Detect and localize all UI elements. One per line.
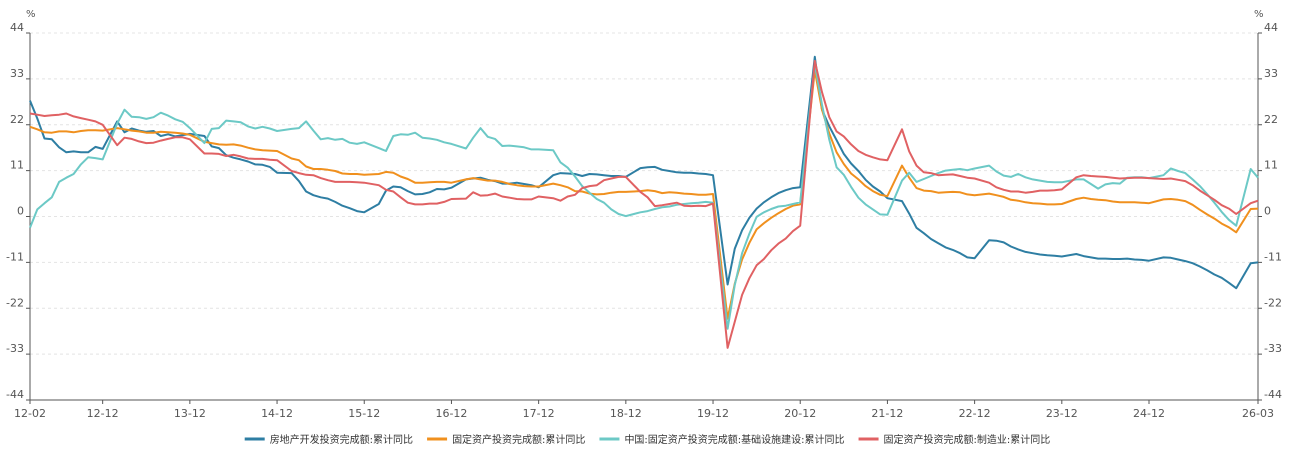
x-tick-label: 20-12: [784, 407, 816, 420]
y-tick-label-right: -44: [1264, 388, 1282, 401]
y-tick-label-right: 22: [1264, 113, 1278, 126]
x-tick-label: 16-12: [435, 407, 467, 420]
y-tick-label-right: -22: [1264, 296, 1282, 309]
x-tick-label: 26-03: [1242, 407, 1274, 420]
x-tick-label: 22-12: [959, 407, 991, 420]
x-tick-label: 18-12: [610, 407, 642, 420]
x-tick-label: 21-12: [871, 407, 903, 420]
x-tick-label: 15-12: [348, 407, 380, 420]
y-tick-label-left: 44: [10, 21, 24, 34]
y-tick-label-right: 44: [1264, 21, 1278, 34]
legend-label: 中国:固定资产投资完成额:基础设施建设:累计同比: [624, 433, 844, 446]
y-tick-label-left: -22: [6, 296, 24, 309]
legend-label: 房地产开发投资完成额:累计同比: [270, 433, 413, 446]
series-line-3: [30, 64, 1258, 329]
legend-item-3[interactable]: 中国:固定资产投资完成额:基础设施建设:累计同比: [599, 433, 844, 446]
legend-item-1[interactable]: 房地产开发投资完成额:累计同比: [245, 433, 413, 446]
x-tick-label: 23-12: [1046, 407, 1078, 420]
x-tick-label: 14-12: [261, 407, 293, 420]
x-tick-label: 19-12: [697, 407, 729, 420]
series-lines: [30, 57, 1258, 348]
y-tick-label-left: 22: [10, 113, 24, 126]
x-tick-labels: 12-02 12-12 13-12 14-12 15-12 16-12 17-12 18-12…: [14, 400, 1274, 420]
legend-item-4[interactable]: 固定资产投资完成额:制造业:累计同比: [859, 433, 1051, 446]
y-tick-label-left: -11: [6, 250, 24, 263]
y-tick-label-left: -33: [6, 342, 24, 355]
y-tick-label-left: -44: [6, 388, 24, 401]
legend[interactable]: 房地产开发投资完成额:累计同比 固定资产投资完成额:累计同比 中国:固定资产投资完成…: [245, 433, 1051, 446]
x-tick-label: 12-12: [87, 407, 119, 420]
x-tick-label: 17-12: [523, 407, 555, 420]
y-tick-label-right: -11: [1264, 250, 1282, 263]
legend-item-2[interactable]: 固定资产投资完成额:累计同比: [427, 433, 585, 446]
series-line-1: [30, 57, 1258, 288]
x-tick-label: 24-12: [1133, 407, 1165, 420]
x-tick-label: 13-12: [174, 407, 206, 420]
y-tick-label-left: 11: [10, 159, 24, 172]
y-tick-label-right: 0: [1264, 205, 1271, 218]
series-line-4: [30, 61, 1258, 348]
y-tick-label-right: 11: [1264, 159, 1278, 172]
right-unit-label: %: [1254, 9, 1264, 20]
x-tick-label: 12-02: [14, 407, 46, 420]
y-tick-label-left: 0: [17, 205, 24, 218]
legend-label: 固定资产投资完成额:累计同比: [452, 433, 585, 446]
y-tick-label-right: -33: [1264, 342, 1282, 355]
y-tick-label-right: 33: [1264, 67, 1278, 80]
legend-label: 固定资产投资完成额:制造业:累计同比: [884, 433, 1051, 446]
y-tick-label-left: 33: [10, 67, 24, 80]
left-unit-label: %: [26, 9, 36, 20]
